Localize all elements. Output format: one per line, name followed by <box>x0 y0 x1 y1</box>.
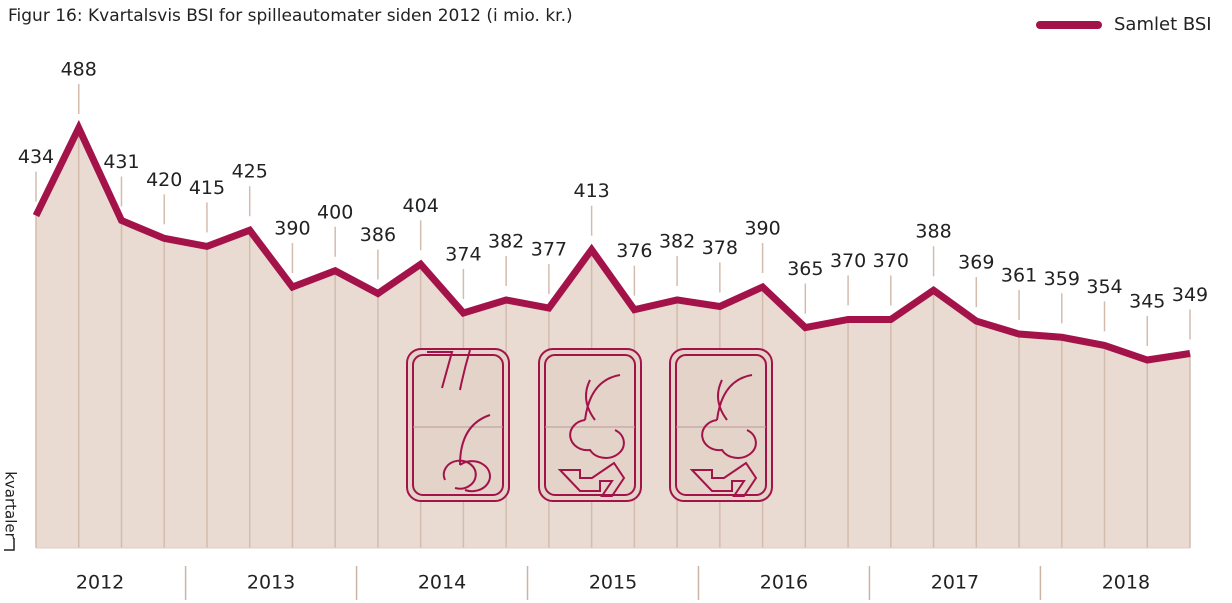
data-label: 404 <box>403 195 439 217</box>
data-label: 377 <box>531 239 567 261</box>
marks: 434 488 431 420 415 425 390 400 386 404 374 382 377 4… <box>18 59 1208 600</box>
x-tick-label: 2014 <box>418 572 466 594</box>
data-label: 349 <box>1172 284 1208 306</box>
data-label: 370 <box>873 250 909 272</box>
slot-icons <box>406 348 773 502</box>
data-label: 378 <box>702 237 738 259</box>
data-label: 488 <box>61 59 97 81</box>
chart-title: Figur 16: Kvartalsvis BSI for spilleauto… <box>8 6 573 26</box>
data-label: 359 <box>1044 268 1080 290</box>
data-label: 382 <box>659 230 695 252</box>
y-axis-label: kvartaler <box>2 471 20 539</box>
data-label: 376 <box>616 240 652 262</box>
data-label: 425 <box>232 161 268 183</box>
data-label: 361 <box>1001 265 1037 287</box>
data-label: 388 <box>915 221 951 243</box>
x-tick-label: 2017 <box>931 572 979 594</box>
data-label: 382 <box>488 230 524 252</box>
y-axis-bracket <box>4 538 15 551</box>
data-label: 354 <box>1086 276 1122 298</box>
data-label: 345 <box>1129 291 1165 313</box>
data-label: 374 <box>445 243 481 265</box>
area <box>36 128 1190 548</box>
data-label: 365 <box>787 258 823 280</box>
line <box>32 119 1191 364</box>
legend-label: Samlet BSI <box>1114 14 1212 35</box>
data-label: 390 <box>274 217 310 239</box>
x-tick-label: 2013 <box>247 572 295 594</box>
data-label: 431 <box>103 151 139 173</box>
data-label: 369 <box>958 252 994 274</box>
x-tick-label: 2012 <box>76 572 124 594</box>
data-label: 370 <box>830 250 866 272</box>
x-tick-label: 2016 <box>760 572 808 594</box>
data-label: 420 <box>146 169 182 191</box>
x-tick-label: 2018 <box>1102 572 1150 594</box>
x-tick-label: 2015 <box>589 572 637 594</box>
data-label: 413 <box>573 180 609 202</box>
data-label: 386 <box>360 224 396 246</box>
data-label: 390 <box>744 217 780 239</box>
data-label: 415 <box>189 177 225 199</box>
data-label: 434 <box>18 146 54 168</box>
data-label: 400 <box>317 201 353 223</box>
